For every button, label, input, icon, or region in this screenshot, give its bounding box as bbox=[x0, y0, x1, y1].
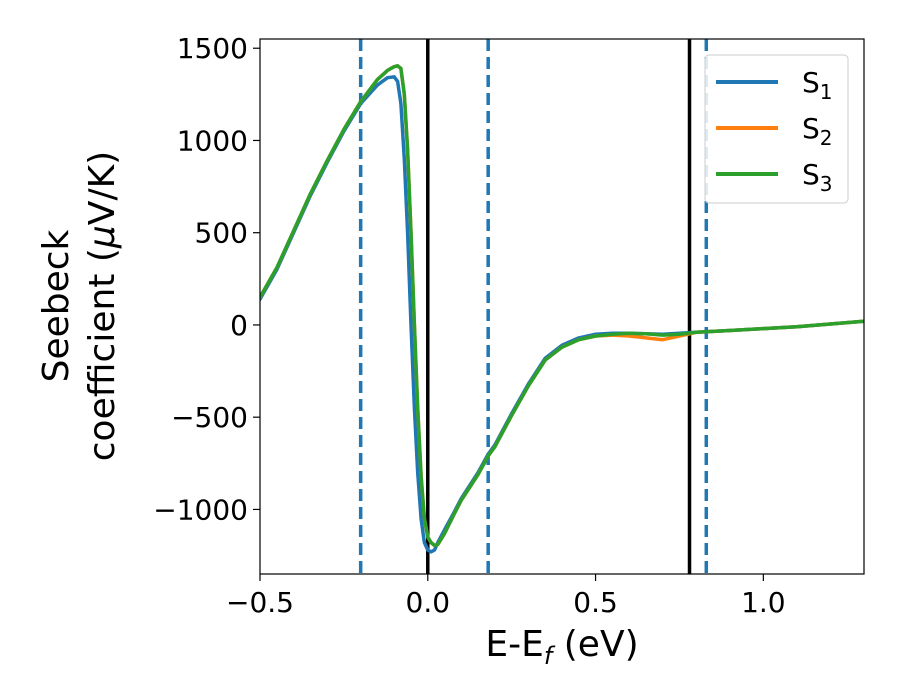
legend-label-1: S1 bbox=[802, 66, 833, 104]
y-tick-label-3: 0 bbox=[230, 309, 248, 342]
y-tick-label-1: 1000 bbox=[177, 124, 248, 157]
series-line-3 bbox=[260, 64, 864, 548]
x-axis-label: E-Ef (eV) bbox=[485, 624, 638, 670]
y-axis-label-post: V/K) bbox=[82, 151, 123, 225]
x-tick-label-3: 1.0 bbox=[741, 586, 786, 619]
x-axis-ticks: −0.5 0.0 0.5 1.0 bbox=[226, 574, 786, 619]
series-group bbox=[260, 64, 864, 554]
y-tick-label-5: −1000 bbox=[153, 493, 248, 526]
legend: S1 S2 S3 bbox=[704, 54, 849, 204]
y-tick-label-0: 1500 bbox=[177, 32, 248, 65]
x-tick-label-2: 0.5 bbox=[573, 586, 618, 619]
x-tick-label-0: −0.5 bbox=[226, 586, 294, 619]
x-axis-label-tail: (eV) bbox=[552, 624, 638, 665]
legend-label-3: S3 bbox=[802, 158, 833, 196]
plot-frame bbox=[259, 38, 865, 575]
x-axis-label-main: E-E bbox=[485, 624, 543, 665]
y-axis-label: Seebeck coefficient (μV/K) bbox=[36, 151, 123, 461]
y-tick-label-4: −500 bbox=[171, 401, 248, 434]
x-tick-label-1: 0.0 bbox=[406, 586, 451, 619]
y-axis-label-line1: Seebeck bbox=[36, 229, 77, 382]
y-tick-label-2: 500 bbox=[195, 217, 248, 250]
legend-label-2: S2 bbox=[802, 112, 833, 150]
y-axis-label-pre: coefficient ( bbox=[82, 248, 123, 461]
y-axis-label-line2: coefficient (μV/K) bbox=[82, 151, 123, 461]
y-axis-ticks: 1500 1000 500 0 −500 −1000 bbox=[153, 32, 260, 526]
vertical-lines bbox=[358, 39, 709, 574]
y-axis-label-mu: μ bbox=[82, 225, 123, 249]
